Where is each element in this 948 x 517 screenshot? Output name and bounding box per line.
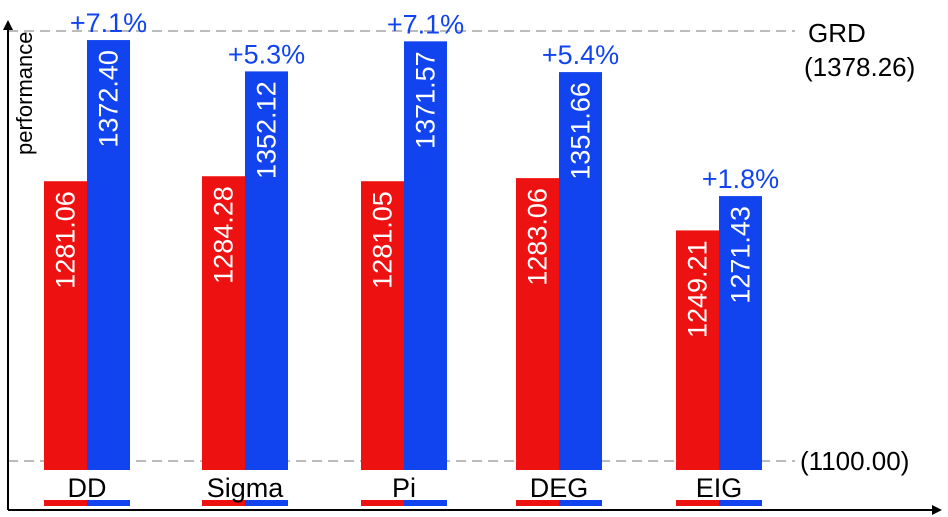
value-label-dd-series-2: 1372.40 [94,50,124,148]
bar-sigma-series-2 [245,71,288,470]
bar-stub-eig-series-2 [719,500,762,506]
bar-stub-sigma-series-2 [245,500,288,506]
y-axis-label: performance [12,31,37,155]
category-label-dd: DD [68,473,107,503]
bar-pi-series-1 [361,181,404,471]
value-label-pi-series-1: 1281.05 [368,191,398,289]
gain-label-dd: +7.1% [70,8,147,38]
gain-label-pi: +7.1% [387,9,464,39]
ref-line-bottom-label: (1100.00) [800,446,909,476]
category-label-bg-eig [669,472,769,500]
value-label-eig-series-2: 1271.43 [726,206,756,304]
value-label-sigma-series-2: 1352.12 [252,81,282,179]
bar-eig-series-1 [676,230,719,470]
gain-label-sigma: +5.3% [228,39,305,69]
gain-label-deg: +5.4% [542,40,619,70]
bar-stub-eig-series-1 [676,500,719,506]
value-label-deg-series-2: 1351.66 [566,82,596,180]
gain-label-eig: +1.8% [702,164,779,194]
ref-line-top-label: GRD [808,18,866,48]
category-label-deg: DEG [530,473,589,503]
bars: 1281.06 1372.40 +7.1% DD 1284.28 1352.12 +5.3%… [37,8,779,506]
ref-line-top-value: (1378.26) [804,52,915,82]
value-label-eig-series-1: 1249.21 [683,240,713,338]
value-label-dd-series-1: 1281.06 [51,191,81,289]
category-label-bg-deg [509,472,609,500]
bar-sigma-series-1 [202,176,245,470]
category-label-bg-sigma [195,472,295,500]
bar-dd-series-1 [44,181,87,471]
bar-stub-dd-series-2 [87,500,130,506]
bar-deg-series-1 [516,178,559,471]
bar-eig-series-2 [719,196,762,470]
value-label-deg-series-1: 1283.06 [523,188,553,286]
category-label-bg-pi [354,472,454,500]
bar-stub-dd-series-1 [44,500,87,506]
category-label-pi: Pi [392,473,416,503]
value-label-pi-series-2: 1371.57 [411,51,441,149]
category-label-sigma: Sigma [207,473,285,503]
bar-dd-series-2 [87,40,130,470]
bar-stub-deg-series-2 [559,500,602,506]
bar-pi-series-2 [404,41,447,471]
bar-deg-series-2 [559,72,602,470]
bar-stub-pi-series-1 [361,500,404,506]
category-label-eig: EIG [696,473,743,503]
bar-stub-deg-series-1 [516,500,559,506]
bar-stub-pi-series-2 [404,500,447,506]
category-label-bg-dd [37,472,137,500]
bar-stub-sigma-series-1 [202,500,245,506]
value-label-sigma-series-1: 1284.28 [209,186,239,284]
